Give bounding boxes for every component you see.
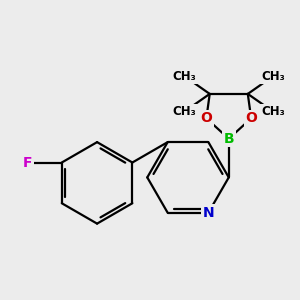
Text: N: N (202, 206, 214, 220)
Text: CH₃: CH₃ (173, 105, 196, 118)
Text: O: O (245, 111, 257, 125)
Text: F: F (22, 155, 32, 170)
Text: O: O (200, 111, 212, 125)
Text: CH₃: CH₃ (261, 105, 285, 118)
Text: CH₃: CH₃ (261, 70, 285, 83)
Text: CH₃: CH₃ (173, 70, 196, 83)
Text: B: B (224, 132, 234, 146)
